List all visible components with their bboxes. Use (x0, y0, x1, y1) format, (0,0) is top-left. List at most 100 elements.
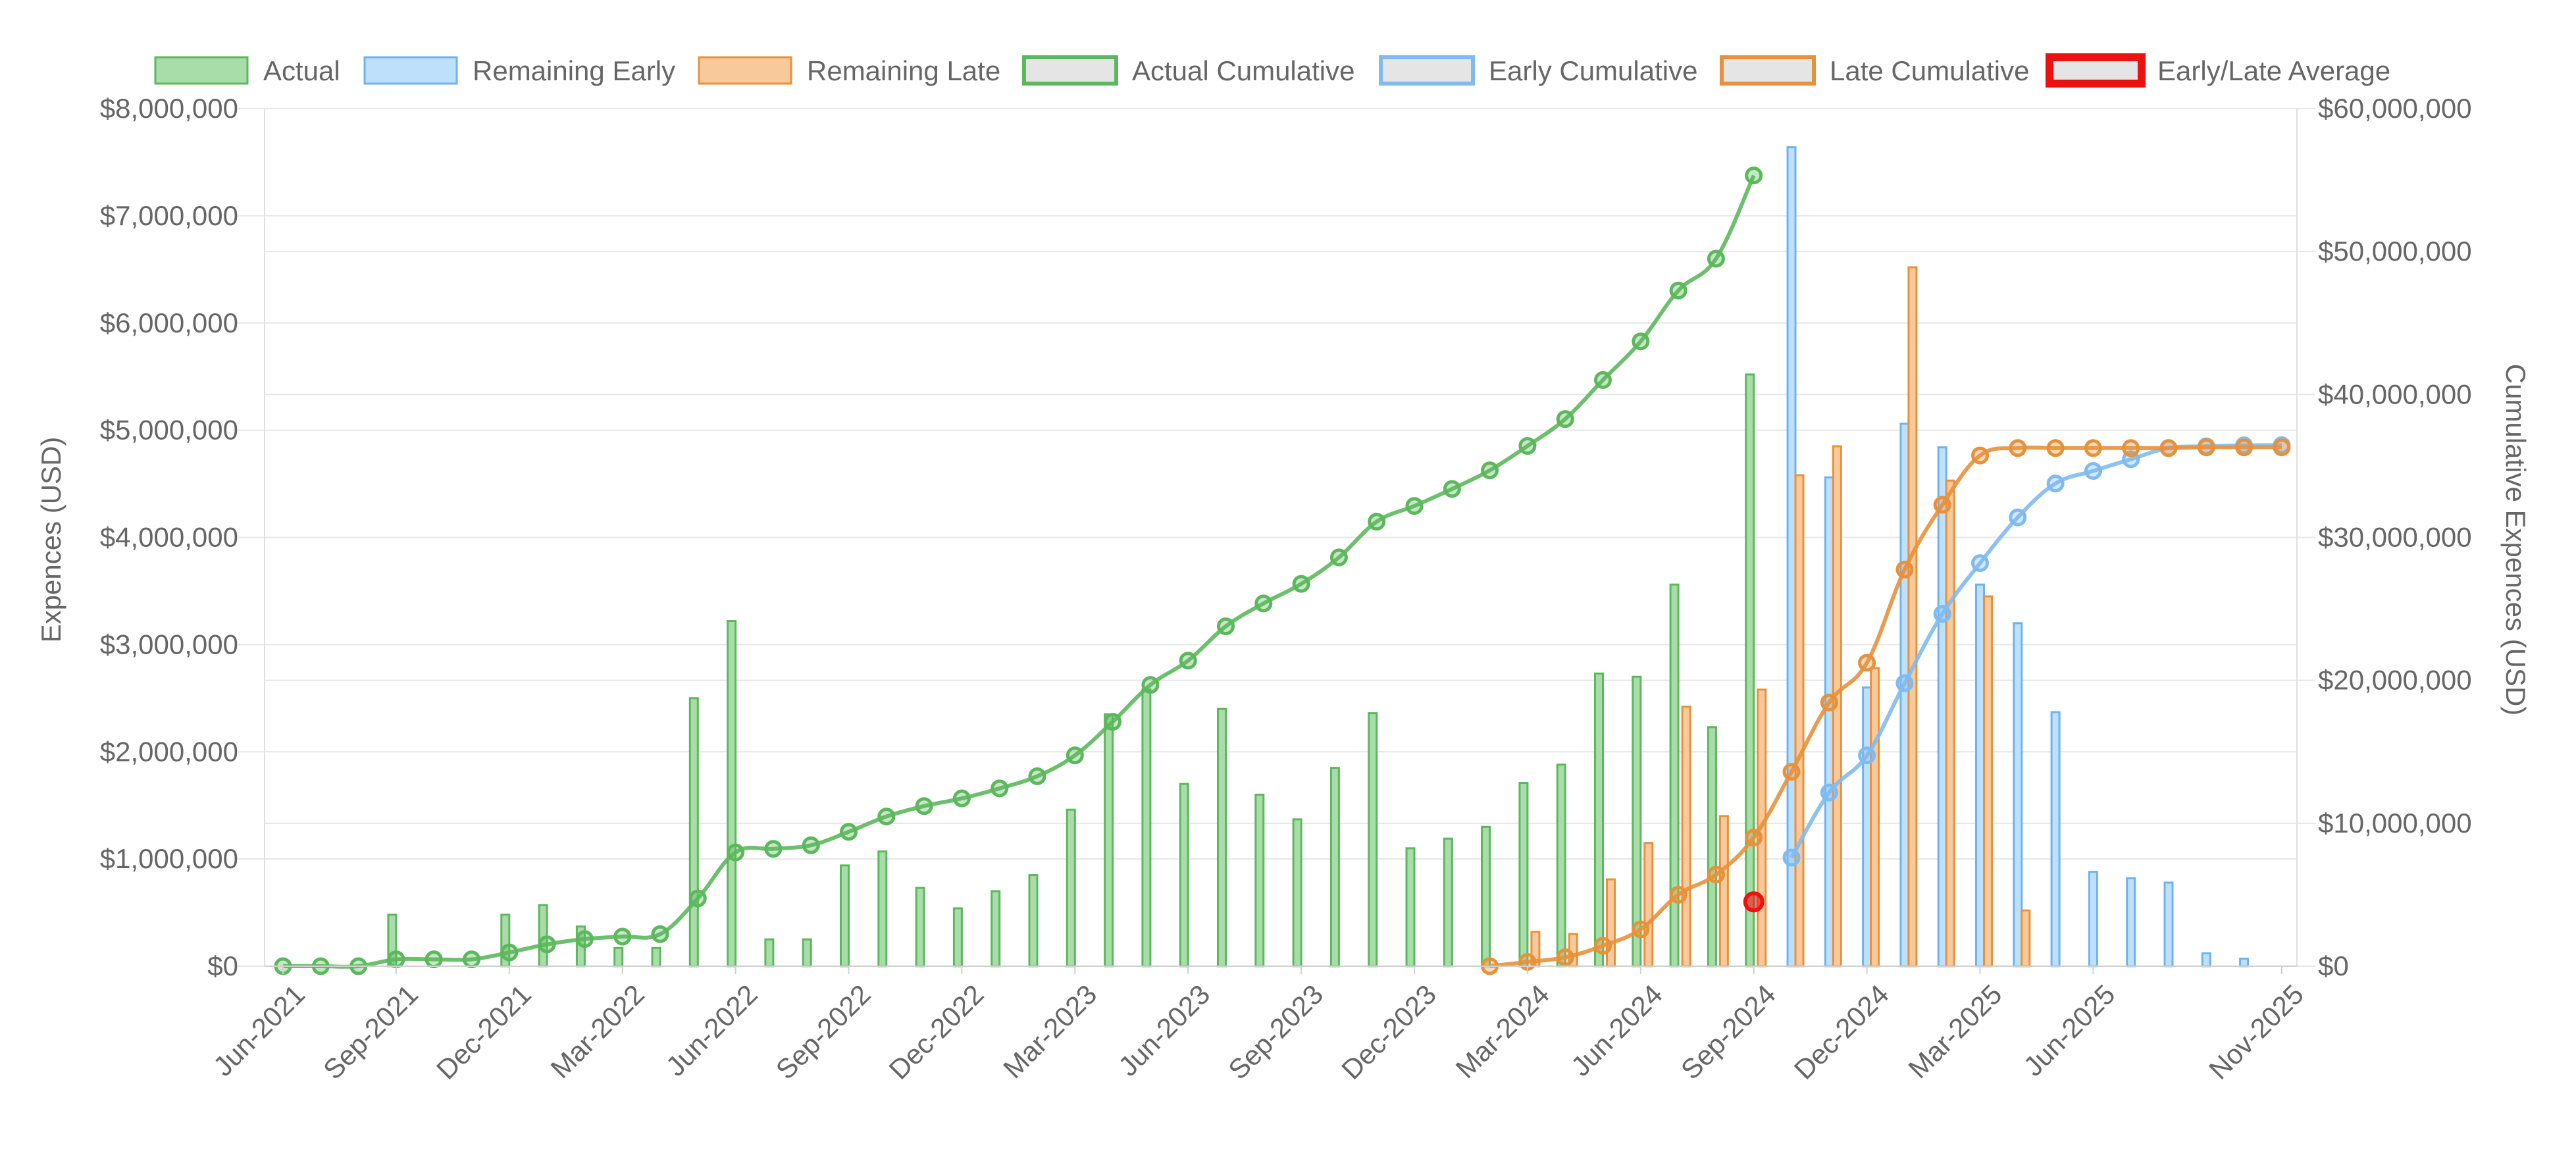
y-left-tick-label: $5,000,000 (100, 415, 238, 446)
gridlines (238, 108, 2315, 967)
bar (1141, 688, 1152, 968)
line-point (1104, 713, 1122, 731)
y-right-tick-label: $60,000,000 (2318, 93, 2472, 124)
bar (1899, 423, 1910, 968)
legend-label: Early/Late Average (2157, 55, 2390, 86)
x-tick-label: Mar-2024 (1450, 979, 1555, 1084)
line-point (915, 797, 933, 815)
line-point (2084, 462, 2102, 480)
legend: Actual Remaining Early Remaining Late Actua… (154, 53, 2390, 88)
line-point (1292, 575, 1310, 593)
bar (991, 890, 1001, 968)
bars-layer (387, 146, 2250, 968)
bar (1217, 708, 1227, 968)
bar (1862, 686, 1872, 968)
y-right-tick-label: $50,000,000 (2318, 236, 2472, 267)
y-left-tick-label: $3,000,000 (100, 629, 238, 659)
legend-swatch (1022, 55, 1118, 86)
bar (613, 946, 624, 968)
x-tick-label: Jun-2021 (207, 979, 311, 1082)
line-point (2046, 439, 2065, 457)
line-series-actual-cumulative (274, 167, 1763, 975)
line-point (1368, 513, 1386, 531)
bar (840, 864, 850, 968)
y-right-tick-label: $30,000,000 (2318, 522, 2472, 553)
average-point (1743, 891, 1765, 913)
legend-item-actual-cumulative: Actual Cumulative (1022, 55, 1354, 86)
bar (1368, 712, 1378, 968)
x-tick-label: Jun-2023 (1112, 979, 1216, 1082)
line-point (877, 808, 896, 826)
y-left-tick-label: $4,000,000 (100, 522, 238, 553)
x-tick-label: Jun-2025 (2017, 979, 2121, 1082)
left-axis-title: Expences (USD) (36, 437, 66, 643)
line-point (1066, 746, 1084, 765)
legend-label: Late Cumulative (1830, 55, 2030, 86)
y-left-tick-label: $7,000,000 (100, 200, 238, 231)
bar (1481, 825, 1491, 968)
line-point (2084, 439, 2102, 457)
line-point (2197, 438, 2215, 457)
bar (2163, 881, 2174, 968)
legend-swatch (698, 56, 792, 85)
line-point (613, 927, 632, 946)
bar (1945, 479, 1955, 968)
line-point (1858, 746, 1876, 765)
x-tick-label: Dec-2022 (883, 979, 990, 1085)
line-point (1707, 249, 1725, 268)
line-point (991, 779, 1009, 798)
bar (1028, 874, 1039, 968)
line-point (2273, 438, 2291, 457)
legend-swatch (154, 56, 249, 85)
line-point (1028, 767, 1046, 785)
line-point (538, 935, 556, 954)
line-point (1782, 763, 1801, 781)
bar (952, 907, 963, 968)
bar (1707, 726, 1717, 968)
line-point (1858, 654, 1876, 672)
x-tick-label: Mar-2022 (544, 979, 650, 1084)
bar (1405, 847, 1416, 968)
axes-layer: $0 $1,000,000 $2,000,000 $3,000,000 $4,000,0… (100, 93, 2472, 1085)
legend-label: Remaining Late (807, 55, 1000, 86)
legend-item-early-late-average: Early/Late Average (2046, 53, 2390, 88)
x-tick-label: Mar-2025 (1902, 979, 2007, 1084)
bar (1066, 808, 1076, 968)
right-axis-title: Cumulative Expences (USD) (2500, 364, 2531, 716)
bar (2239, 958, 2250, 968)
bar (1745, 373, 1755, 968)
line-point (575, 930, 594, 948)
line-point (1895, 560, 1914, 579)
x-tick-label: Jun-2024 (1565, 979, 1668, 1082)
legend-swatch (1720, 55, 1816, 86)
line-point (1782, 848, 1801, 867)
line-point (1632, 920, 1650, 939)
line-point (764, 840, 783, 858)
legend-swatch (363, 56, 458, 85)
line-point (1933, 496, 1951, 514)
bar (1907, 266, 1918, 968)
line-point (840, 823, 858, 841)
y-right-tick-label: $0 (2318, 950, 2349, 981)
series-line (283, 174, 1756, 969)
bar (802, 938, 812, 968)
x-tick-label: Nov-2025 (2203, 979, 2309, 1085)
line-point (1443, 480, 1461, 498)
line-point (500, 943, 519, 962)
legend-swatch (2046, 53, 2146, 88)
line-point (1179, 652, 1197, 670)
y-left-tick-label: $0 (207, 950, 238, 981)
x-tick-label: Dec-2024 (1788, 979, 1895, 1085)
bar (2050, 711, 2061, 968)
x-tick-label: Jun-2022 (660, 979, 763, 1082)
bar (2126, 877, 2136, 968)
bar (1718, 815, 1729, 968)
line-point (1707, 865, 1725, 884)
y-left-tick-label: $2,000,000 (100, 736, 238, 767)
legend-label: Early Cumulative (1489, 55, 1697, 86)
line-point (1971, 446, 1989, 465)
bar (1556, 763, 1566, 968)
bar (764, 938, 775, 968)
y-right-tick-label: $10,000,000 (2318, 808, 2472, 838)
y-left-tick-label: $1,000,000 (100, 843, 238, 874)
